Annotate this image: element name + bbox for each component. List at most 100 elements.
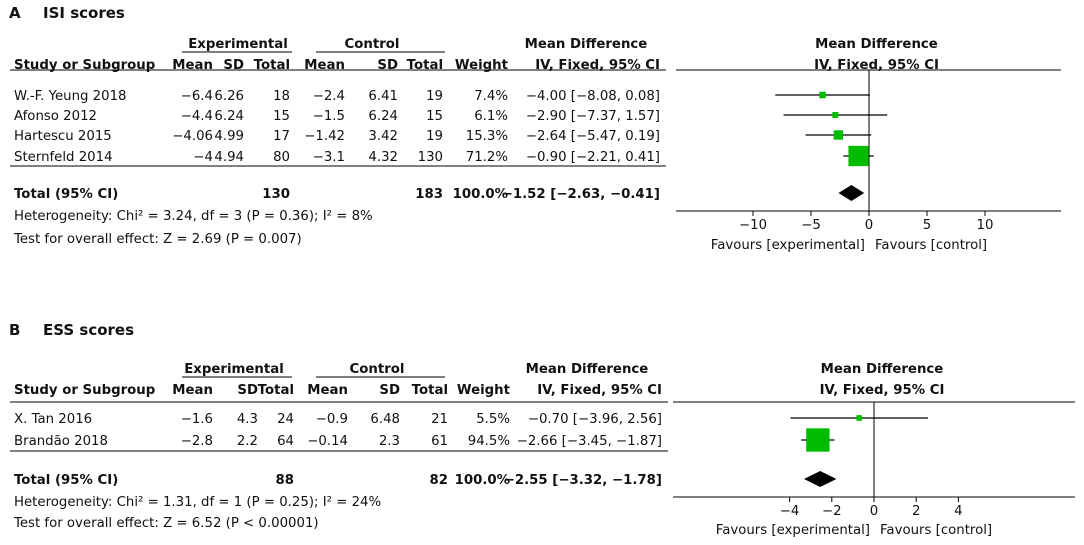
ctl-sd-value: 3.42 — [368, 129, 398, 144]
ctl-total-value: 19 — [426, 89, 443, 104]
overall-effect-text: Test for overall effect: Z = 2.69 (P = 0… — [13, 232, 302, 247]
exp-mean-value: −2.8 — [181, 434, 213, 449]
header-exp-mean: Mean — [172, 383, 213, 398]
header-control: Control — [350, 362, 405, 377]
x-tick-label: −4 — [780, 504, 800, 519]
x-tick-label: 5 — [923, 218, 931, 233]
study-name: X. Tan 2016 — [14, 412, 92, 427]
total-weight-value: 100.0% — [453, 187, 508, 202]
total-exp-value: 130 — [262, 187, 290, 202]
favours-left-label: Favours [experimental] — [716, 523, 870, 538]
favours-left-label: Favours [experimental] — [711, 238, 865, 253]
exp-total-value: 64 — [277, 434, 294, 449]
weight-value: 7.4% — [474, 89, 508, 104]
total-weight-value: 100.0% — [455, 473, 510, 488]
study-name: Hartescu 2015 — [14, 129, 112, 144]
ctl-sd-value: 2.3 — [379, 434, 400, 449]
study-square — [833, 130, 844, 140]
ctl-total-value: 21 — [431, 412, 448, 427]
ctl-mean-value: −1.42 — [304, 129, 345, 144]
ctl-sd-value: 6.48 — [370, 412, 400, 427]
pooled-diamond — [838, 185, 865, 201]
ci-value: −0.70 [−3.96, 2.56] — [528, 412, 662, 427]
exp-mean-value: −6.4 — [181, 89, 213, 104]
ctl-sd-value: 6.24 — [368, 109, 398, 124]
exp-sd-value: 4.99 — [214, 129, 244, 144]
study-square — [832, 112, 839, 118]
panel-title: ISI scores — [43, 4, 125, 22]
weight-value: 6.1% — [474, 109, 508, 124]
header-weight: Weight — [455, 58, 509, 73]
exp-total-value: 80 — [273, 150, 290, 165]
ci-value: −2.66 [−3.45, −1.87] — [517, 434, 662, 449]
panel-letter: A — [9, 4, 21, 22]
header-study: Study or Subgroup — [14, 58, 155, 73]
header-mean-difference: Mean Difference — [525, 37, 648, 52]
x-tick-label: 10 — [977, 218, 994, 233]
header-control: Control — [345, 37, 400, 52]
header-plot-mean-difference: Mean Difference — [815, 37, 938, 52]
exp-mean-value: −4 — [193, 150, 213, 165]
header-plot-mean-difference: Mean Difference — [821, 362, 944, 377]
ctl-mean-value: −3.1 — [313, 150, 345, 165]
exp-sd-value: 6.26 — [214, 89, 244, 104]
header-plot-method: IV, Fixed, 95% CI — [820, 383, 945, 398]
header-experimental: Experimental — [184, 362, 284, 377]
ci-value: −2.90 [−7.37, 1.57] — [526, 109, 660, 124]
exp-total-value: 18 — [273, 89, 290, 104]
overall-effect-text: Test for overall effect: Z = 6.52 (P < 0… — [13, 516, 319, 531]
header-ctl-mean: Mean — [304, 58, 345, 73]
panel-title: ESS scores — [43, 321, 134, 339]
ctl-mean-value: −0.14 — [307, 434, 348, 449]
exp-sd-value: 6.24 — [214, 109, 244, 124]
header-ci-method: IV, Fixed, 95% CI — [537, 383, 662, 398]
header-exp-sd: SD — [237, 383, 258, 398]
total-label: Total (95% CI) — [14, 473, 118, 488]
x-tick-label: −2 — [822, 504, 842, 519]
panel-letter: B — [9, 321, 20, 339]
exp-mean-value: −1.6 — [181, 412, 213, 427]
header-plot-method: IV, Fixed, 95% CI — [814, 58, 939, 73]
heterogeneity-text: Heterogeneity: Chi² = 1.31, df = 1 (P = … — [14, 495, 381, 510]
total-ctl-value: 82 — [429, 473, 448, 488]
x-tick-label: 4 — [954, 504, 962, 519]
study-square — [848, 145, 869, 167]
ci-value: −4.00 [−8.08, 0.08] — [526, 89, 660, 104]
study-name: Afonso 2012 — [14, 109, 97, 124]
total-label: Total (95% CI) — [14, 187, 118, 202]
total-ci-value: −1.52 [−2.63, −0.41] — [502, 187, 660, 202]
header-exp-sd: SD — [223, 58, 244, 73]
total-ctl-value: 183 — [415, 187, 443, 202]
header-exp-mean: Mean — [172, 58, 213, 73]
study-square — [806, 428, 830, 452]
x-tick-label: 0 — [870, 504, 878, 519]
x-tick-label: −10 — [739, 218, 767, 233]
exp-total-value: 15 — [273, 109, 290, 124]
total-exp-value: 88 — [275, 473, 294, 488]
x-tick-label: 0 — [865, 218, 873, 233]
weight-value: 94.5% — [468, 434, 510, 449]
ctl-total-value: 61 — [431, 434, 448, 449]
header-ci-method: IV, Fixed, 95% CI — [535, 58, 660, 73]
weight-value: 71.2% — [466, 150, 508, 165]
header-ctl-sd: SD — [379, 383, 400, 398]
pooled-diamond — [803, 471, 837, 487]
exp-mean-value: −4.4 — [181, 109, 213, 124]
header-exp-total: Total — [254, 58, 290, 73]
study-square — [819, 91, 826, 99]
exp-sd-value: 2.2 — [237, 434, 258, 449]
ctl-mean-value: −0.9 — [316, 412, 348, 427]
header-mean-difference: Mean Difference — [526, 362, 649, 377]
study-square — [856, 415, 863, 421]
header-experimental: Experimental — [188, 37, 288, 52]
x-tick-label: −5 — [801, 218, 821, 233]
study-name: W.-F. Yeung 2018 — [14, 89, 127, 104]
header-weight: Weight — [457, 383, 511, 398]
header-study: Study or Subgroup — [14, 383, 155, 398]
ctl-sd-value: 4.32 — [368, 150, 398, 165]
exp-total-value: 17 — [273, 129, 290, 144]
exp-total-value: 24 — [277, 412, 294, 427]
ctl-total-value: 19 — [426, 129, 443, 144]
favours-right-label: Favours [control] — [875, 238, 987, 253]
